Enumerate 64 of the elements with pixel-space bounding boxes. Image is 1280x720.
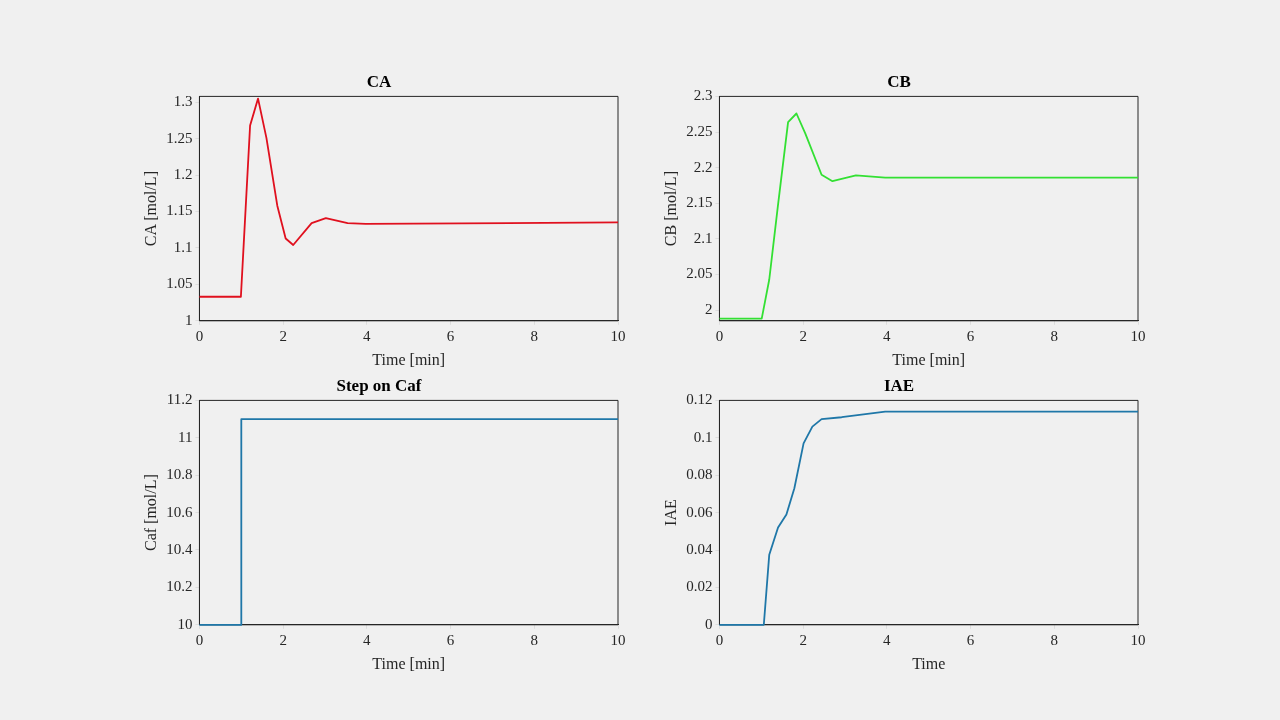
chart-title: CA xyxy=(366,71,392,91)
y-tick-label: 2.1 xyxy=(693,229,713,246)
y-tick-label: 10.8 xyxy=(166,466,193,483)
y-tick-label: 2.25 xyxy=(686,122,713,139)
y-tick-label: 2.3 xyxy=(693,87,713,104)
y-tick-label: 0.02 xyxy=(686,578,713,595)
x-tick-label: 2 xyxy=(799,631,807,648)
x-tick-label: 0 xyxy=(195,631,204,648)
x-tick-label: 8 xyxy=(1050,327,1059,344)
x-tick-label: 6 xyxy=(446,631,455,648)
x-axis-title: Time [min] xyxy=(372,654,446,672)
x-tick-label: 2 xyxy=(799,327,807,344)
y-tick-label: 2 xyxy=(704,301,713,318)
x-tick-label: 6 xyxy=(966,631,975,648)
x-tick-label: 4 xyxy=(363,631,372,648)
y-tick-label: 0.1 xyxy=(693,428,713,445)
y-tick-label: 2.2 xyxy=(693,158,713,175)
y-tick-label: 0.04 xyxy=(686,540,713,557)
x-tick-label: 2 xyxy=(279,327,287,344)
x-axis-title: Time [min] xyxy=(892,350,966,368)
x-tick-label: 0 xyxy=(195,327,204,344)
y-axis-title: CA [mol/L] xyxy=(141,171,159,247)
y-tick-label: 1.05 xyxy=(166,275,193,292)
x-tick-label: 4 xyxy=(883,327,892,344)
y-axis-title: IAE xyxy=(661,499,679,526)
chart-title: IAE xyxy=(883,375,915,395)
y-tick-label: 10.6 xyxy=(166,503,193,520)
y-tick-label: 0.06 xyxy=(686,503,713,520)
x-tick-label: 4 xyxy=(883,631,892,648)
x-tick-label: 6 xyxy=(446,327,455,344)
y-tick-label: 1.25 xyxy=(166,129,193,146)
y-axis-title: Caf [mol/L] xyxy=(141,474,159,552)
x-tick-label: 10 xyxy=(610,631,626,648)
x-tick-label: 8 xyxy=(530,631,539,648)
x-tick-label: 6 xyxy=(966,327,975,344)
x-tick-label: 8 xyxy=(1050,631,1059,648)
x-tick-label: 4 xyxy=(363,327,372,344)
y-tick-label: 1 xyxy=(184,311,193,328)
x-tick-label: 0 xyxy=(715,631,724,648)
y-tick-label: 10.2 xyxy=(166,578,193,595)
y-tick-label: 10 xyxy=(177,615,193,632)
x-axis-title: Time xyxy=(912,654,946,672)
chart-title: CB xyxy=(887,71,911,91)
y-tick-label: 11.2 xyxy=(166,391,193,408)
x-tick-label: 8 xyxy=(530,327,539,344)
x-axis-title: Time [min] xyxy=(372,350,446,368)
y-tick-label: 1.3 xyxy=(173,93,193,110)
x-tick-label: 10 xyxy=(1130,327,1146,344)
y-tick-label: 2.05 xyxy=(686,265,713,282)
x-tick-label: 2 xyxy=(279,631,287,648)
y-axis-title: CB [mol/L] xyxy=(661,171,679,247)
chart-title: Step on Caf xyxy=(336,375,422,395)
y-tick-label: 2.15 xyxy=(686,194,713,211)
y-tick-label: 0 xyxy=(704,615,713,632)
y-tick-label: 0.08 xyxy=(686,466,713,483)
x-tick-label: 0 xyxy=(715,327,724,344)
x-tick-label: 10 xyxy=(1130,631,1146,648)
y-tick-label: 10.4 xyxy=(166,540,193,557)
y-tick-label: 1.15 xyxy=(166,202,193,219)
y-tick-label: 0.12 xyxy=(686,391,713,408)
y-tick-label: 1.2 xyxy=(173,166,193,183)
y-tick-label: 1.1 xyxy=(173,238,193,255)
y-tick-label: 11 xyxy=(178,428,193,445)
x-tick-label: 10 xyxy=(610,327,626,344)
